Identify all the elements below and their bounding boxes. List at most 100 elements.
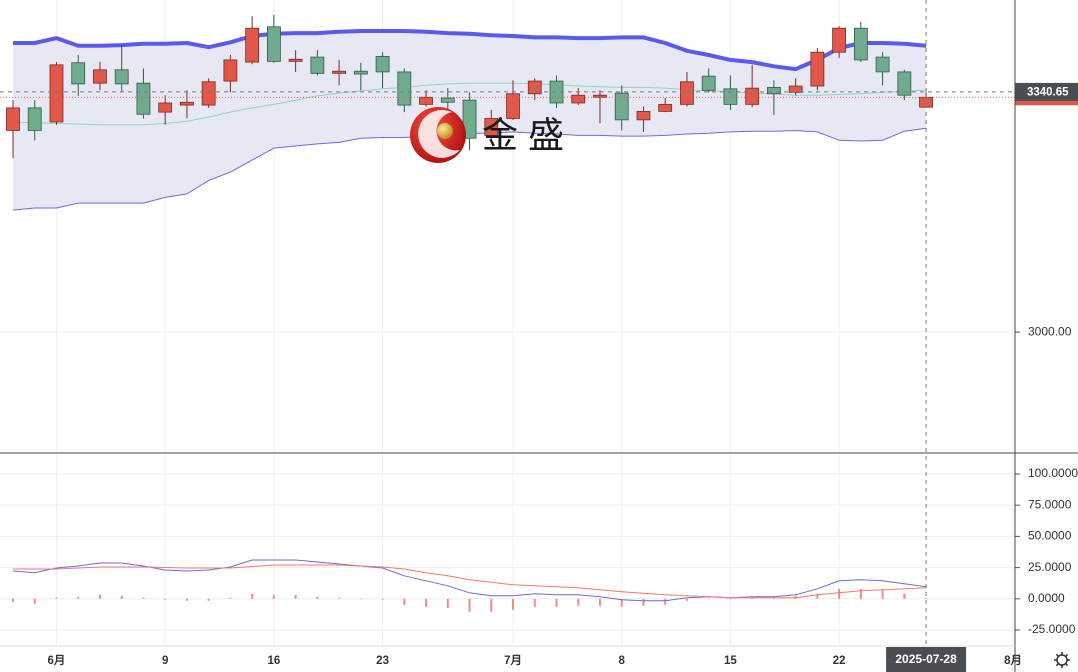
crosshair-price-label: 3340.65 (1027, 86, 1069, 98)
histogram-bar (77, 596, 80, 599)
candle-body (897, 71, 912, 96)
x-tick-label: 23 (376, 655, 389, 667)
watermark-logo (410, 107, 466, 163)
histogram-bar (533, 598, 536, 607)
histogram-bar (859, 588, 862, 599)
histogram-bar (33, 598, 36, 604)
candle-body (636, 111, 651, 121)
histogram-bar (598, 598, 601, 606)
plot-area (0, 0, 1015, 645)
crosshair-date-label: 2025-07-28 (895, 652, 957, 666)
candle-body (527, 80, 542, 95)
histogram-bar (881, 589, 884, 599)
histogram-bar (425, 598, 428, 607)
histogram-bar (55, 597, 58, 599)
candle-body (767, 87, 781, 95)
histogram-bar (925, 597, 928, 599)
x-tick-label: 8 (619, 655, 626, 667)
y-tick-label: 0.0000 (1028, 591, 1065, 605)
histogram-bar (12, 598, 14, 602)
candle-body (136, 82, 151, 115)
histogram-bar (272, 594, 275, 599)
histogram-bar (164, 598, 167, 600)
histogram-bar (903, 593, 906, 599)
candle-body (266, 26, 281, 62)
histogram-bar (772, 597, 775, 599)
candle-body (571, 94, 586, 104)
candle-body (614, 92, 629, 121)
logo-swoosh (418, 109, 460, 158)
histogram-bar (316, 596, 319, 599)
histogram-bar (555, 598, 558, 607)
histogram-bar (707, 598, 710, 600)
histogram-bar (142, 597, 145, 599)
settings-icon[interactable] (1054, 652, 1070, 668)
candle-body (680, 81, 694, 105)
histogram-bar (490, 598, 493, 612)
candle-body (658, 103, 673, 112)
x-tick-label: 6月 (48, 654, 66, 667)
candle-body (223, 59, 238, 82)
histogram-bar (359, 598, 362, 600)
watermark-text: 金 盛 (482, 115, 564, 156)
candle-body (158, 102, 173, 113)
y-tick-label: 75.0000 (1028, 497, 1072, 511)
candle-body (27, 107, 42, 131)
candle-body (375, 56, 390, 73)
x-tick-label: 7月 (504, 654, 522, 667)
histogram-bar (685, 598, 688, 601)
candle-body (201, 81, 216, 106)
histogram-bar (838, 588, 841, 599)
histogram-bar (751, 597, 754, 599)
histogram-bar (468, 598, 471, 612)
histogram-bar (338, 597, 341, 599)
x-tick-label: 8月 (1004, 654, 1022, 667)
candle-body (484, 118, 499, 136)
indicator-line (12, 559, 927, 602)
candle-body (114, 69, 129, 85)
y-tick-label: 25.0000 (1028, 560, 1072, 574)
candle-body (71, 62, 86, 85)
x-tick-label: 9 (162, 655, 168, 667)
histogram-bar (120, 595, 123, 599)
candle-body (593, 94, 607, 98)
histogram-bar (403, 598, 406, 605)
histogram-bar (816, 593, 819, 599)
candle-body (462, 99, 477, 139)
histogram-bar (446, 598, 449, 608)
histogram-bar (251, 593, 254, 599)
candle-body (723, 88, 738, 105)
candle-body (288, 58, 303, 62)
candle-body (419, 96, 433, 105)
candle-body (440, 97, 455, 103)
candle-body (832, 27, 847, 53)
candle-body (506, 93, 520, 119)
histogram-bar (381, 598, 384, 600)
histogram-bar (664, 598, 667, 605)
x-tick-label: 22 (833, 655, 846, 667)
crosshair-date-box (886, 647, 967, 672)
histogram-bar (98, 594, 101, 599)
y-tick-label: -25.0000 (1028, 622, 1076, 636)
candle-body (353, 70, 368, 75)
candle-body (245, 27, 260, 63)
crosshair-price-box (1015, 82, 1078, 101)
candle-body (49, 64, 64, 123)
histogram-bar (577, 598, 580, 606)
gear-teeth (1054, 652, 1070, 668)
logo-ball (437, 123, 453, 139)
candle-body (310, 56, 325, 74)
histogram-bar (729, 598, 732, 600)
indicator-line (13, 564, 927, 599)
histogram-bar (512, 598, 515, 610)
candle-body (332, 70, 347, 74)
histogram-bar (294, 594, 297, 599)
histogram-bar (620, 598, 623, 607)
candle-body (701, 75, 716, 91)
band-upper (13, 29, 927, 72)
x-tick-label: 15 (724, 655, 737, 667)
candle-body (6, 107, 20, 131)
candle-body (93, 69, 107, 84)
